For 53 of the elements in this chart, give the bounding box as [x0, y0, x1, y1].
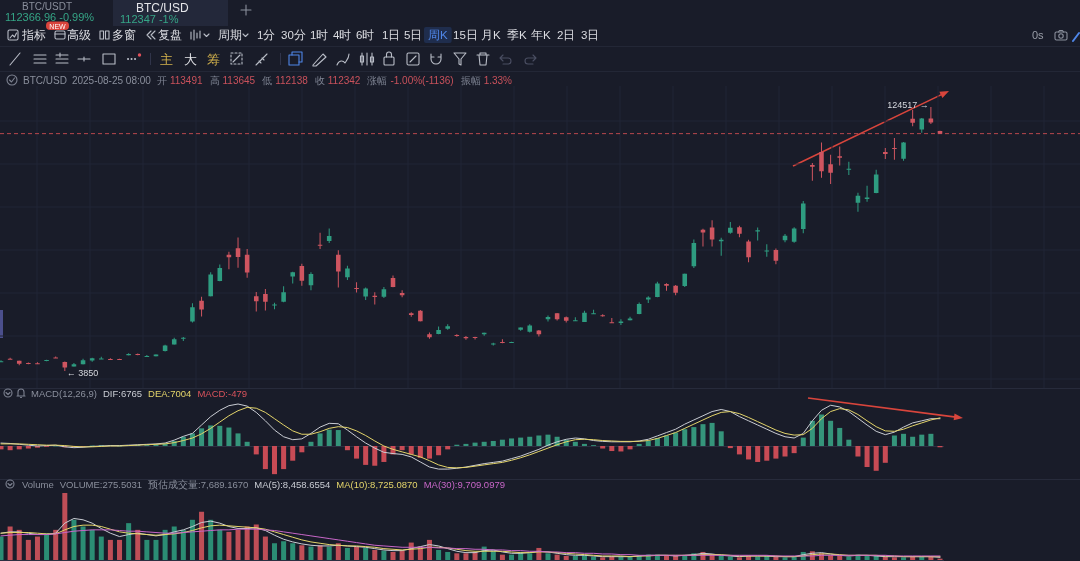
text: 开	[156, 75, 167, 86]
text: 低	[262, 75, 273, 86]
text: 周K	[428, 29, 448, 41]
text: 113645	[222, 75, 256, 86]
text: 1分	[257, 29, 276, 41]
text: 15日	[453, 29, 478, 41]
text: DIF:6765	[103, 388, 143, 399]
text: 季K	[507, 29, 527, 41]
text: 收	[314, 75, 325, 86]
text: 112138	[275, 75, 309, 86]
text: MA(5):8,458.6554	[254, 479, 331, 490]
chart-subtitle: 2025-08-25 08:00	[71, 75, 152, 86]
text: 复盘	[158, 29, 182, 41]
text: 筹	[207, 52, 220, 67]
annotation: ← 3850	[66, 368, 99, 378]
text: MA(10):8,725.0870	[336, 479, 418, 490]
text: 113491	[169, 75, 203, 86]
chart-title: Volume	[22, 479, 54, 490]
text: 112342	[327, 75, 361, 86]
text: 高	[209, 75, 220, 86]
chart-title: BTC/USD	[23, 75, 67, 86]
text: BTC/USDT	[22, 1, 72, 12]
text: MA(30):9,709.0979	[423, 479, 505, 490]
text: 主	[160, 52, 173, 67]
text: -1.00%(-1136)	[390, 75, 454, 86]
series-label: VOLUME:275.5031	[59, 479, 143, 490]
text: 周期	[218, 29, 242, 41]
text: BTC/USD	[136, 1, 189, 15]
text: 高级	[67, 28, 91, 41]
text: DEA:7004	[148, 388, 192, 399]
text: 涨幅	[367, 75, 388, 86]
text: 1.33%	[483, 75, 513, 86]
text: 多窗	[112, 28, 136, 41]
text: 3日	[581, 29, 600, 41]
text: 月K	[481, 29, 501, 41]
text: 振幅	[460, 75, 481, 86]
text: 2日	[557, 29, 576, 41]
annotation: 124517 →	[887, 100, 929, 110]
text: 预估成交量:7,689.1670	[148, 479, 249, 490]
text: 0s	[1032, 29, 1045, 41]
text: 1日	[382, 29, 401, 41]
text: MACD:-479	[197, 388, 248, 399]
text: 30分	[281, 29, 306, 41]
chart-title: MACD(12,26,9)	[31, 388, 97, 399]
text: 指标	[21, 29, 46, 41]
text: 大	[184, 52, 197, 67]
text: 1时	[310, 29, 329, 41]
text: 112366.96 -0.99%	[5, 11, 95, 23]
text: 4时	[333, 29, 352, 41]
text: 112347 -1%	[120, 13, 179, 25]
text: 5日	[404, 29, 423, 41]
text: 6时	[356, 29, 375, 41]
text: 年K	[531, 29, 551, 41]
